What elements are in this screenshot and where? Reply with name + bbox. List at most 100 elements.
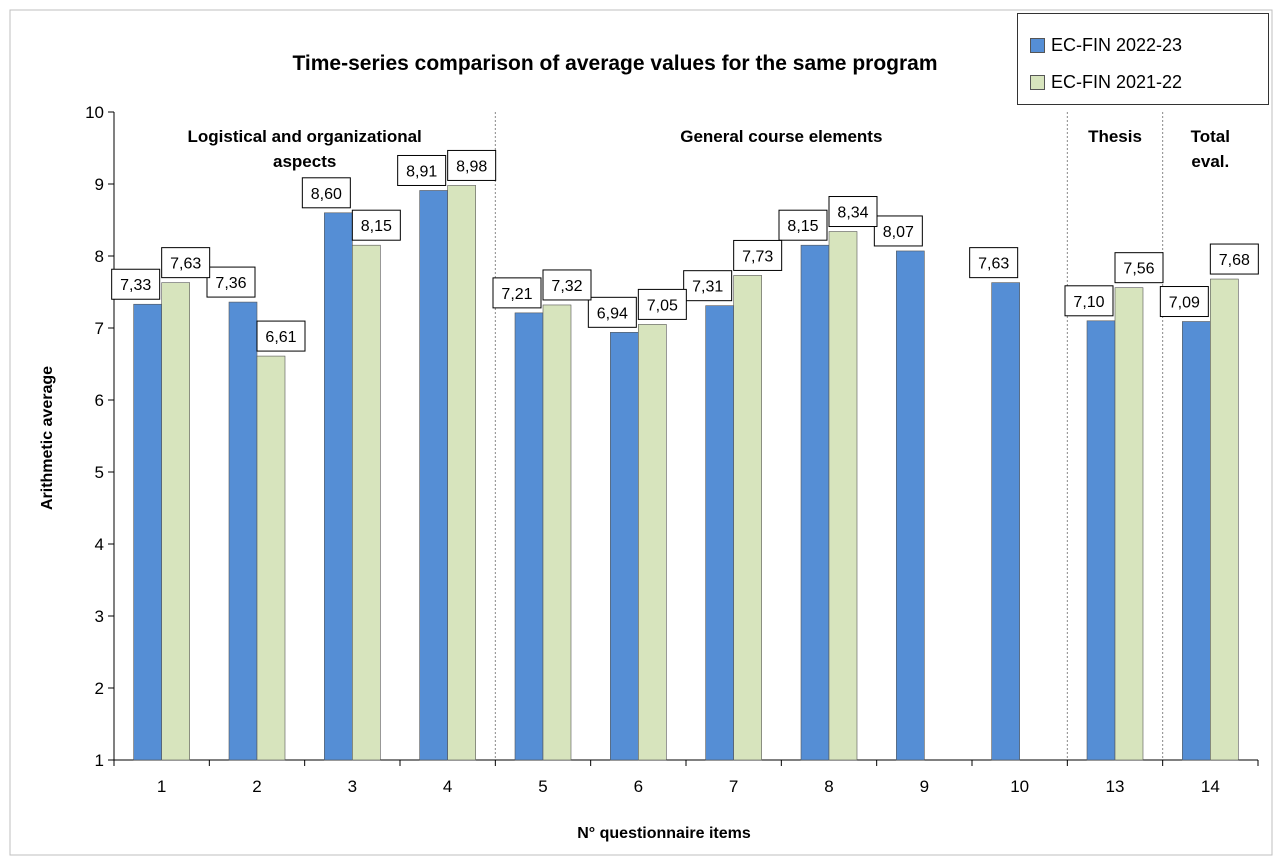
legend-item-ec-fin-2021-22: EC-FIN 2021-22 — [1030, 71, 1182, 93]
data-label: 8,91 — [406, 163, 437, 180]
data-label-box — [397, 154, 447, 186]
data-label-box — [587, 296, 637, 328]
x-tick-label: 1 — [157, 777, 166, 796]
x-tick-label: 8 — [824, 777, 833, 796]
bar-2021-22 — [161, 282, 190, 761]
data-label-box — [447, 149, 497, 181]
data-label-box — [637, 288, 687, 320]
y-tick-label: 10 — [85, 103, 104, 122]
y-axis-title: Arithmetic average — [39, 366, 56, 510]
data-label: 7,73 — [742, 248, 773, 265]
data-label: 7,31 — [692, 279, 723, 296]
legend-label-2021-22: EC-FIN 2021-22 — [1051, 71, 1183, 92]
y-tick-label: 5 — [95, 463, 104, 482]
data-label-box — [873, 215, 923, 247]
data-label-box — [733, 239, 783, 271]
bar-2022-23 — [514, 312, 544, 761]
bar-2022-23 — [610, 332, 639, 761]
bar-2022-23 — [991, 282, 1020, 761]
data-label: 7,63 — [978, 256, 1009, 273]
y-tick-label: 9 — [95, 175, 104, 194]
bar-2021-22 — [542, 304, 572, 761]
data-label-box — [301, 177, 351, 209]
group-heading: Total — [1191, 127, 1230, 146]
group-heading: eval. — [1191, 152, 1229, 171]
bar-2021-22 — [256, 355, 286, 761]
data-label: 8,15 — [787, 218, 818, 235]
bar-2021-22 — [1114, 287, 1144, 761]
bar-2022-23 — [324, 212, 353, 761]
data-label: 7,32 — [551, 278, 582, 295]
data-label: 7,21 — [501, 286, 532, 303]
x-tick-label: 7 — [729, 777, 738, 796]
y-tick-label: 8 — [95, 247, 104, 266]
bar-2022-23 — [705, 305, 734, 761]
legend-swatch-2022-23 — [1030, 37, 1045, 53]
data-label-box — [161, 247, 211, 279]
y-tick-label: 3 — [95, 607, 104, 626]
bar-2022-23 — [228, 301, 258, 761]
data-label-box — [542, 269, 592, 301]
x-tick-label: 9 — [920, 777, 929, 796]
data-label-box — [969, 247, 1019, 279]
data-label-box — [492, 277, 542, 309]
x-axis-title: N° questionnaire items — [577, 825, 751, 842]
x-tick-label: 2 — [252, 777, 261, 796]
legend-item-ec-fin-2022-23: EC-FIN 2022-23 — [1030, 34, 1182, 56]
data-label: 7,33 — [120, 277, 151, 294]
group-heading: aspects — [273, 152, 336, 171]
data-label: 7,36 — [215, 275, 246, 292]
data-label: 7,68 — [1219, 252, 1250, 269]
y-tick-label: 7 — [95, 319, 104, 338]
bar-2022-23 — [419, 190, 448, 761]
data-label: 7,10 — [1073, 294, 1104, 311]
y-tick-label: 2 — [95, 679, 104, 698]
bar-2022-23 — [1086, 320, 1116, 761]
data-label-box — [1209, 243, 1259, 275]
data-label: 8,60 — [311, 186, 342, 203]
x-tick-label: 3 — [348, 777, 357, 796]
group-heading: Thesis — [1088, 127, 1142, 146]
bar-2021-22 — [733, 275, 762, 761]
bar-2021-22 — [638, 324, 667, 761]
data-label-box — [778, 209, 828, 241]
x-tick-label: 4 — [443, 777, 452, 796]
data-label-box — [206, 266, 256, 298]
x-tick-label: 10 — [1010, 777, 1029, 796]
data-label: 7,09 — [1169, 295, 1200, 312]
bar-2021-22 — [1210, 278, 1239, 761]
data-label: 8,34 — [837, 205, 868, 222]
data-label: 6,94 — [597, 305, 628, 322]
data-label-box — [1114, 252, 1164, 284]
data-label-box — [111, 268, 161, 300]
bar-2021-22 — [828, 231, 858, 761]
bar-2022-23 — [1182, 321, 1211, 761]
data-label: 8,15 — [361, 218, 392, 235]
data-label: 7,05 — [647, 297, 678, 314]
bar-2021-22 — [447, 185, 476, 761]
chart-title: Time-series comparison of average values… — [292, 52, 937, 75]
data-label: 8,07 — [883, 224, 914, 241]
data-label-box — [351, 209, 401, 241]
data-label: 6,61 — [265, 329, 296, 346]
y-tick-label: 1 — [95, 751, 104, 770]
data-label: 7,63 — [170, 256, 201, 273]
data-label-box — [828, 196, 878, 228]
data-label-box — [256, 320, 306, 352]
legend: EC-FIN 2022-23 EC-FIN 2021-22 — [1017, 13, 1269, 105]
legend-label-2022-23: EC-FIN 2022-23 — [1051, 34, 1183, 55]
y-tick-label: 6 — [95, 391, 104, 410]
data-label-box — [1159, 286, 1209, 318]
bar-2022-23 — [133, 303, 162, 761]
data-label: 8,98 — [456, 158, 487, 175]
y-tick-label: 4 — [95, 535, 104, 554]
group-heading: General course elements — [680, 127, 882, 146]
legend-swatch-2021-22 — [1030, 74, 1045, 90]
x-tick-label: 13 — [1106, 777, 1125, 796]
group-heading: Logistical and organizational — [188, 127, 422, 146]
bar-2022-23 — [896, 250, 925, 761]
data-label-box — [1064, 285, 1114, 317]
x-tick-label: 6 — [634, 777, 643, 796]
